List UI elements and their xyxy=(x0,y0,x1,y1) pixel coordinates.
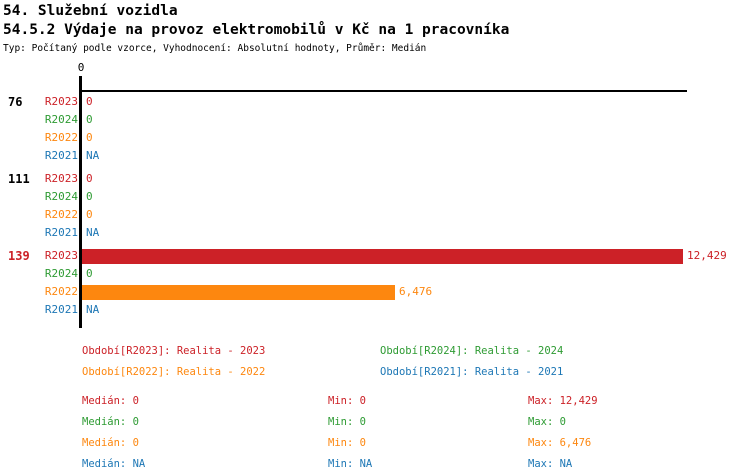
stat-min-r2021: Min: NA xyxy=(328,458,373,470)
series-label: R2022 xyxy=(44,131,78,144)
chart-row: R2022 0 xyxy=(0,206,750,224)
series-label: R2021 xyxy=(44,149,78,162)
series-label: R2024 xyxy=(44,267,78,280)
bar-area: 0 xyxy=(82,206,93,224)
value-label: NA xyxy=(86,226,100,239)
stat-max-r2021: Max: NA xyxy=(528,458,573,470)
chart-row: R2024 0 xyxy=(0,188,750,206)
chart-title: 54.5.2 Výdaje na provoz elektromobilů v … xyxy=(3,22,510,38)
bar-area: NA xyxy=(82,224,99,242)
bar-area: 0 xyxy=(82,188,93,206)
bar xyxy=(82,248,683,264)
legend-item-r2024: Období[R2024]: Realita - 2024 xyxy=(380,345,564,357)
chart-row: R2021 NA xyxy=(0,147,750,165)
x-axis-line xyxy=(81,90,687,92)
legend-item-r2022: Období[R2022]: Realita - 2022 xyxy=(82,366,266,378)
stat-median-r2021: Medián: NA xyxy=(82,458,146,470)
bar-area: NA xyxy=(82,301,99,319)
stat-max-r2022: Max: 6,476 xyxy=(528,437,592,449)
series-label: R2022 xyxy=(44,208,78,221)
series-label: R2022 xyxy=(44,285,78,298)
chart-row: R2024 0 xyxy=(0,265,750,283)
bar-area: 6,476 xyxy=(82,283,432,301)
group-label: 111 xyxy=(8,172,30,186)
value-label: NA xyxy=(86,149,100,162)
series-label: R2021 xyxy=(44,226,78,239)
bar xyxy=(82,284,395,300)
value-label: 0 xyxy=(86,95,93,108)
series-label: R2024 xyxy=(44,113,78,126)
bar-area: 12,429 xyxy=(82,247,727,265)
value-label: NA xyxy=(86,303,100,316)
chart-row: 76 R2023 0 xyxy=(0,93,750,111)
group-label: 76 xyxy=(8,95,23,109)
value-label: 0 xyxy=(86,172,93,185)
chart-row: R2022 6,476 xyxy=(0,283,750,301)
group-label: 139 xyxy=(8,249,30,263)
value-label: 0 xyxy=(86,190,93,203)
bar-area: 0 xyxy=(82,111,93,129)
chart-row: R2021 NA xyxy=(0,301,750,319)
bar-area: 0 xyxy=(82,265,93,283)
value-label: 0 xyxy=(86,267,93,280)
series-label: R2024 xyxy=(44,190,78,203)
series-label: R2021 xyxy=(44,303,78,316)
stat-median-r2022: Medián: 0 xyxy=(82,437,139,449)
chart-row: R2021 NA xyxy=(0,224,750,242)
value-label: 12,429 xyxy=(687,249,727,262)
stat-min-r2024: Min: 0 xyxy=(328,416,366,428)
bar-area: 0 xyxy=(82,129,93,147)
y-axis-line xyxy=(79,76,82,328)
axis-tick-label: 0 xyxy=(77,61,85,74)
bar-area: NA xyxy=(82,147,99,165)
legend-item-r2021: Období[R2021]: Realita - 2021 xyxy=(380,366,564,378)
legend-item-r2023: Období[R2023]: Realita - 2023 xyxy=(82,345,266,357)
series-label: R2023 xyxy=(44,249,78,262)
stat-min-r2022: Min: 0 xyxy=(328,437,366,449)
stat-min-r2023: Min: 0 xyxy=(328,395,366,407)
chart-row: R2022 0 xyxy=(0,129,750,147)
chart-row: R2024 0 xyxy=(0,111,750,129)
series-label: R2023 xyxy=(44,95,78,108)
series-label: R2023 xyxy=(44,172,78,185)
stat-max-r2024: Max: 0 xyxy=(528,416,566,428)
value-label: 6,476 xyxy=(399,285,433,298)
stat-median-r2024: Medián: 0 xyxy=(82,416,139,428)
report-title: 54. Služební vozidla xyxy=(3,3,178,19)
value-label: 0 xyxy=(86,208,93,221)
chart-row: 111 R2023 0 xyxy=(0,170,750,188)
chart-subtitle-meta: Typ: Počítaný podle vzorce, Vyhodnocení:… xyxy=(3,43,427,54)
value-label: 0 xyxy=(86,113,93,126)
stat-max-r2023: Max: 12,429 xyxy=(528,395,598,407)
bar-area: 0 xyxy=(82,170,93,188)
chart-row: 139 R2023 12,429 xyxy=(0,247,750,265)
value-label: 0 xyxy=(86,131,93,144)
stat-median-r2023: Medián: 0 xyxy=(82,395,139,407)
bar-area: 0 xyxy=(82,93,93,111)
